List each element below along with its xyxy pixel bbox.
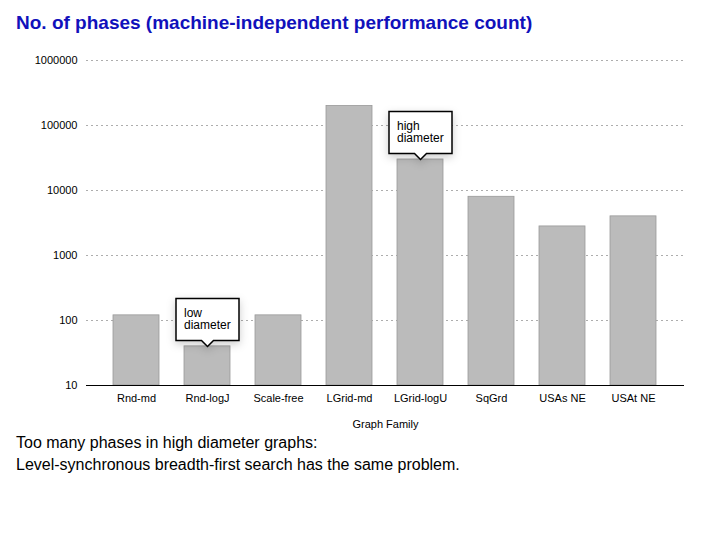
svg-text:1000000: 1000000 xyxy=(35,54,78,66)
html-text:Level-synchronous breadth-firs: Level-synchronous breadth-first search h… xyxy=(16,456,460,473)
svg-text:​high​diameter: ​high​diameter xyxy=(397,119,444,145)
html-text:No. of phases (machine-indepen: No. of phases (machine-independent perfo… xyxy=(16,12,533,33)
html-text:Too many phases in high diamet: Too many phases in high diameter graphs: xyxy=(16,434,318,451)
svg-text:Scale-free: Scale-free xyxy=(253,392,303,404)
svg-text:100: 100 xyxy=(59,314,77,326)
svg-text:LGrid-logU: LGrid-logU xyxy=(394,392,447,404)
svg-text:Graph Family: Graph Family xyxy=(352,418,419,430)
svg-text:USAs NE: USAs NE xyxy=(539,392,585,404)
svg-text:Rnd-logJ: Rnd-logJ xyxy=(185,392,229,404)
svg-text:1000: 1000 xyxy=(53,249,77,261)
svg-text:USAt NE: USAt NE xyxy=(611,392,655,404)
svg-text:10: 10 xyxy=(65,379,77,391)
svg-text:Rnd-md: Rnd-md xyxy=(117,392,156,404)
svg-text:​low​diameter: ​low​diameter xyxy=(184,306,231,332)
svg-text:SqGrd: SqGrd xyxy=(476,392,508,404)
svg-text:10000: 10000 xyxy=(47,184,78,196)
svg-text:100000: 100000 xyxy=(41,119,78,131)
svg-text:LGrid-md: LGrid-md xyxy=(327,392,373,404)
